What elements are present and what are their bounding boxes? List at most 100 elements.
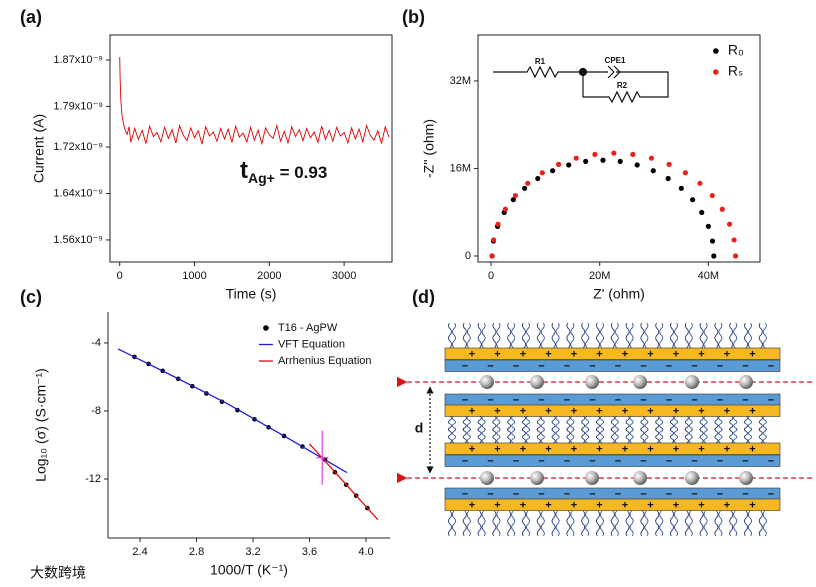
minus-sign: − xyxy=(487,394,493,406)
minus-sign: − xyxy=(691,394,697,406)
minus-sign: − xyxy=(513,394,519,406)
polymer-chain xyxy=(566,510,571,537)
plus-sign: + xyxy=(520,348,526,360)
plus-sign: + xyxy=(596,348,602,360)
data-point xyxy=(648,155,655,161)
minus-sign: − xyxy=(589,455,595,467)
x-tick-label: 3.2 xyxy=(245,546,260,558)
polymer-chain xyxy=(659,427,664,444)
y-axis-title: Current (A) xyxy=(31,114,47,183)
minus-sign: − xyxy=(640,394,646,406)
polymer-chain xyxy=(729,322,734,349)
minus-sign: − xyxy=(742,360,748,372)
minus-sign: − xyxy=(513,455,519,467)
data-point xyxy=(650,168,656,174)
panel-label: (d) xyxy=(412,287,435,307)
y-tick-label: -4 xyxy=(91,337,101,349)
minus-sign: − xyxy=(513,360,519,372)
polymer-chain xyxy=(729,427,734,444)
minus-sign: − xyxy=(615,360,621,372)
plus-sign: + xyxy=(494,348,500,360)
plus-sign: + xyxy=(647,405,653,417)
minus-sign: − xyxy=(462,488,468,500)
polymer-chain xyxy=(714,322,719,349)
polymer-chain xyxy=(507,510,512,537)
plus-sign: + xyxy=(596,443,602,455)
polymer-chain xyxy=(477,322,482,349)
plus-sign: + xyxy=(749,443,755,455)
data-point xyxy=(699,209,705,216)
minus-sign: − xyxy=(564,488,570,500)
minus-sign: − xyxy=(717,488,723,500)
legend-label: Rₛ xyxy=(728,63,743,79)
plus-sign: + xyxy=(724,348,730,360)
polymer-chain xyxy=(492,427,497,444)
data-point xyxy=(489,253,495,259)
data-point xyxy=(630,151,636,158)
polymer-chain xyxy=(673,510,679,537)
data-line xyxy=(117,348,348,474)
polymer-chain xyxy=(462,322,467,349)
polymer-chain xyxy=(762,322,767,349)
polymer-chain xyxy=(481,322,486,349)
data-point xyxy=(566,162,572,168)
minus-sign: − xyxy=(538,394,544,406)
polymer-chain xyxy=(451,427,457,444)
polymer-chain xyxy=(551,427,556,444)
plus-sign: + xyxy=(545,499,551,511)
y-tick-label: 1.87x10⁻⁹ xyxy=(53,54,103,66)
data-point xyxy=(709,238,716,244)
polymer-chain xyxy=(610,510,615,537)
polymer-chain xyxy=(669,322,675,349)
data-point xyxy=(611,150,617,156)
plus-sign: + xyxy=(469,348,475,360)
plus-sign: + xyxy=(647,443,653,455)
plus-sign: + xyxy=(571,443,577,455)
data-point xyxy=(711,253,717,259)
minus-sign: − xyxy=(691,488,697,500)
polymer-chain xyxy=(644,510,649,537)
circuit-wire xyxy=(493,65,669,104)
plus-sign: + xyxy=(520,499,526,511)
polymer-chain xyxy=(614,322,619,349)
polymer-chain xyxy=(540,427,545,444)
polymer-chain xyxy=(625,510,630,537)
plus-sign: + xyxy=(647,499,653,511)
x-tick-label: 20M xyxy=(589,270,610,282)
minus-sign: − xyxy=(742,455,748,467)
minus-sign: − xyxy=(666,455,672,467)
polymer-chain xyxy=(718,510,723,537)
plus-sign: + xyxy=(698,348,704,360)
plus-sign: + xyxy=(698,405,704,417)
plus-sign: + xyxy=(749,348,755,360)
plus-sign: + xyxy=(622,348,628,360)
polymer-chain xyxy=(481,427,486,444)
data-point xyxy=(617,158,623,165)
x-tick-label: 2.8 xyxy=(189,546,204,558)
polymer-chain xyxy=(581,322,586,349)
minus-sign: − xyxy=(487,455,493,467)
x-tick-label: 0 xyxy=(488,270,494,282)
polymer-chain xyxy=(511,322,516,349)
polymer-chain xyxy=(699,322,704,349)
y-tick-label: 16M xyxy=(450,162,471,174)
polymer-chain xyxy=(610,427,615,444)
polymer-chain xyxy=(718,427,723,444)
polymer-chain xyxy=(659,322,664,349)
polymer-chain xyxy=(551,322,556,349)
silver-ion xyxy=(585,471,599,485)
data-point xyxy=(682,170,688,176)
data-point xyxy=(490,237,497,243)
data-point xyxy=(573,155,579,161)
legend-swatch xyxy=(713,69,719,75)
polymer-chain xyxy=(703,510,708,537)
polymer-chain xyxy=(673,322,679,349)
silver-ion xyxy=(633,471,647,485)
plot-frame xyxy=(109,34,393,263)
minus-sign: − xyxy=(538,455,544,467)
polymer-chain xyxy=(743,322,749,349)
circuit-node xyxy=(578,67,588,77)
plus-sign: + xyxy=(545,443,551,455)
polymer-chain xyxy=(599,510,605,537)
polymer-chain xyxy=(581,427,586,444)
